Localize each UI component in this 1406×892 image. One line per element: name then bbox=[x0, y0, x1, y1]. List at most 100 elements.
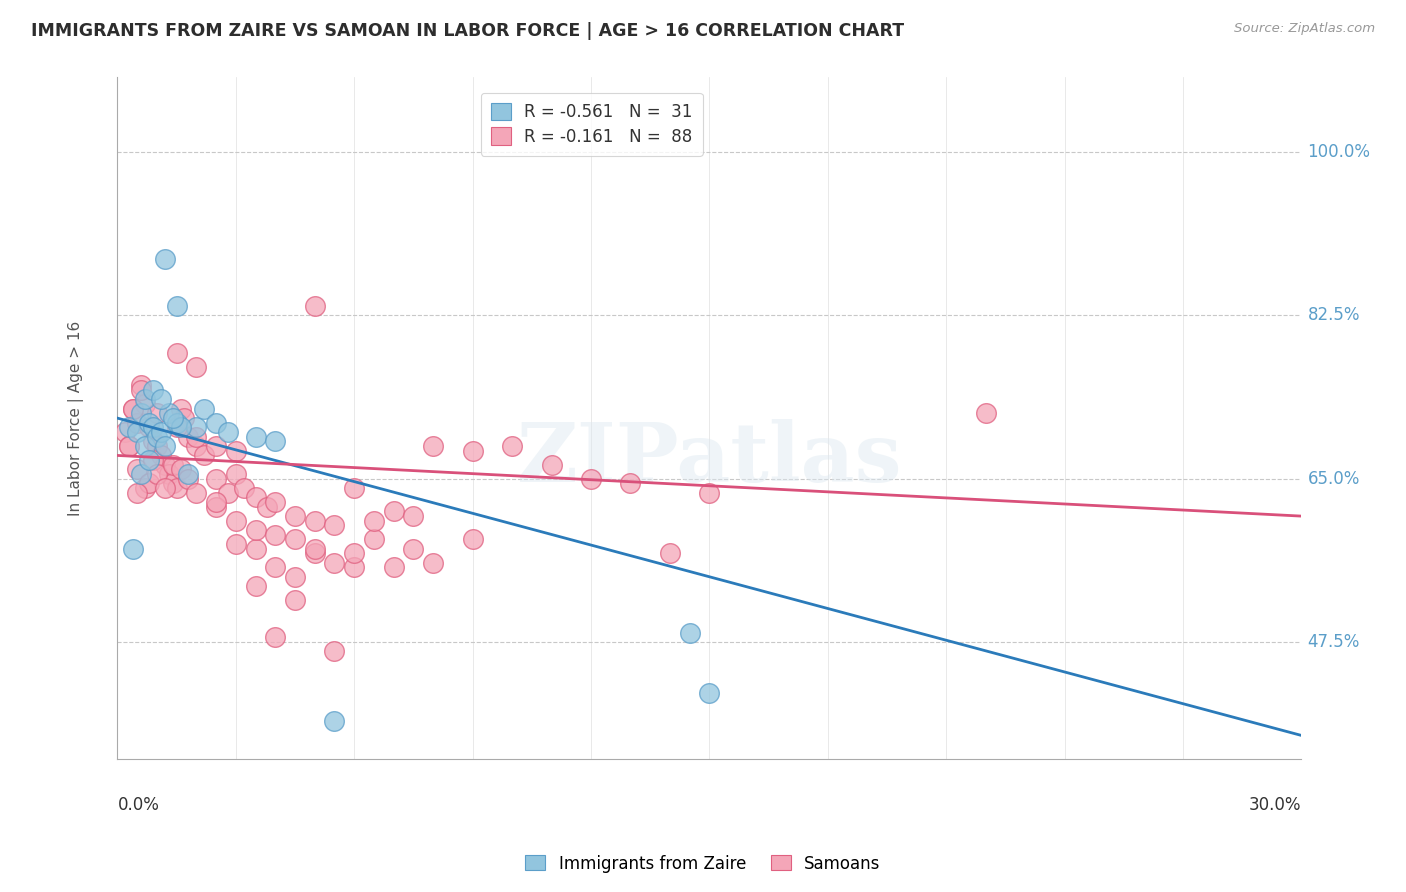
Point bbox=[284, 570, 307, 584]
Point bbox=[245, 430, 267, 444]
Text: ZIPatlas: ZIPatlas bbox=[516, 419, 903, 499]
Point bbox=[304, 546, 326, 560]
Point bbox=[127, 462, 149, 476]
Point bbox=[138, 476, 160, 491]
Point bbox=[142, 420, 165, 434]
Point bbox=[343, 560, 366, 574]
Point bbox=[245, 579, 267, 593]
Point bbox=[422, 556, 444, 570]
Point bbox=[304, 514, 326, 528]
Point bbox=[166, 481, 188, 495]
Point bbox=[114, 425, 136, 439]
Point bbox=[217, 425, 239, 439]
Point bbox=[153, 252, 176, 267]
Point bbox=[323, 644, 346, 658]
Point bbox=[149, 425, 172, 439]
Point bbox=[363, 533, 385, 547]
Point bbox=[658, 546, 681, 560]
Point bbox=[129, 383, 152, 397]
Point bbox=[225, 443, 247, 458]
Point bbox=[157, 407, 180, 421]
Point bbox=[461, 443, 484, 458]
Point bbox=[122, 401, 145, 416]
Point bbox=[323, 714, 346, 729]
Point bbox=[142, 453, 165, 467]
Point bbox=[343, 546, 366, 560]
Point bbox=[363, 514, 385, 528]
Point bbox=[501, 439, 523, 453]
Text: 65.0%: 65.0% bbox=[1308, 470, 1360, 488]
Point bbox=[679, 625, 702, 640]
Point bbox=[146, 439, 169, 453]
Point bbox=[146, 407, 169, 421]
Point bbox=[264, 495, 287, 509]
Text: 82.5%: 82.5% bbox=[1308, 307, 1360, 325]
Point bbox=[402, 509, 425, 524]
Point bbox=[142, 383, 165, 397]
Point bbox=[129, 378, 152, 392]
Point bbox=[974, 407, 997, 421]
Point bbox=[205, 472, 228, 486]
Point bbox=[193, 401, 215, 416]
Point bbox=[540, 458, 562, 472]
Legend: R = -0.561   N =  31, R = -0.161   N =  88: R = -0.561 N = 31, R = -0.161 N = 88 bbox=[481, 93, 703, 155]
Point bbox=[245, 523, 267, 537]
Text: 0.0%: 0.0% bbox=[117, 797, 159, 814]
Point bbox=[193, 449, 215, 463]
Point bbox=[169, 420, 191, 434]
Point bbox=[129, 407, 152, 421]
Point bbox=[225, 467, 247, 482]
Point bbox=[225, 537, 247, 551]
Point bbox=[225, 514, 247, 528]
Point bbox=[177, 472, 200, 486]
Text: In Labor Force | Age > 16: In Labor Force | Age > 16 bbox=[67, 320, 84, 516]
Point bbox=[284, 509, 307, 524]
Point bbox=[245, 491, 267, 505]
Point bbox=[245, 541, 267, 556]
Point bbox=[323, 556, 346, 570]
Point bbox=[138, 420, 160, 434]
Point bbox=[284, 533, 307, 547]
Point bbox=[162, 476, 184, 491]
Point bbox=[304, 541, 326, 556]
Point bbox=[118, 439, 141, 453]
Point bbox=[138, 416, 160, 430]
Point bbox=[134, 481, 156, 495]
Point bbox=[177, 430, 200, 444]
Text: Source: ZipAtlas.com: Source: ZipAtlas.com bbox=[1234, 22, 1375, 36]
Point bbox=[122, 401, 145, 416]
Point bbox=[579, 472, 602, 486]
Point bbox=[699, 686, 721, 700]
Point bbox=[138, 453, 160, 467]
Point bbox=[162, 458, 184, 472]
Point bbox=[205, 495, 228, 509]
Point bbox=[169, 462, 191, 476]
Point bbox=[127, 425, 149, 439]
Point bbox=[186, 439, 208, 453]
Point bbox=[153, 439, 176, 453]
Text: 100.0%: 100.0% bbox=[1308, 143, 1371, 161]
Point bbox=[169, 401, 191, 416]
Point bbox=[422, 439, 444, 453]
Point bbox=[127, 416, 149, 430]
Point bbox=[186, 359, 208, 374]
Point bbox=[146, 430, 169, 444]
Point bbox=[134, 392, 156, 407]
Point bbox=[127, 485, 149, 500]
Point bbox=[129, 467, 152, 482]
Point bbox=[205, 439, 228, 453]
Point bbox=[146, 467, 169, 482]
Text: IMMIGRANTS FROM ZAIRE VS SAMOAN IN LABOR FORCE | AGE > 16 CORRELATION CHART: IMMIGRANTS FROM ZAIRE VS SAMOAN IN LABOR… bbox=[31, 22, 904, 40]
Text: 30.0%: 30.0% bbox=[1249, 797, 1302, 814]
Point bbox=[284, 593, 307, 607]
Point bbox=[166, 420, 188, 434]
Point bbox=[118, 439, 141, 453]
Point bbox=[699, 485, 721, 500]
Point bbox=[619, 476, 641, 491]
Point bbox=[142, 434, 165, 449]
Point bbox=[264, 560, 287, 574]
Point bbox=[382, 504, 405, 518]
Point bbox=[166, 345, 188, 359]
Point bbox=[186, 420, 208, 434]
Point bbox=[153, 458, 176, 472]
